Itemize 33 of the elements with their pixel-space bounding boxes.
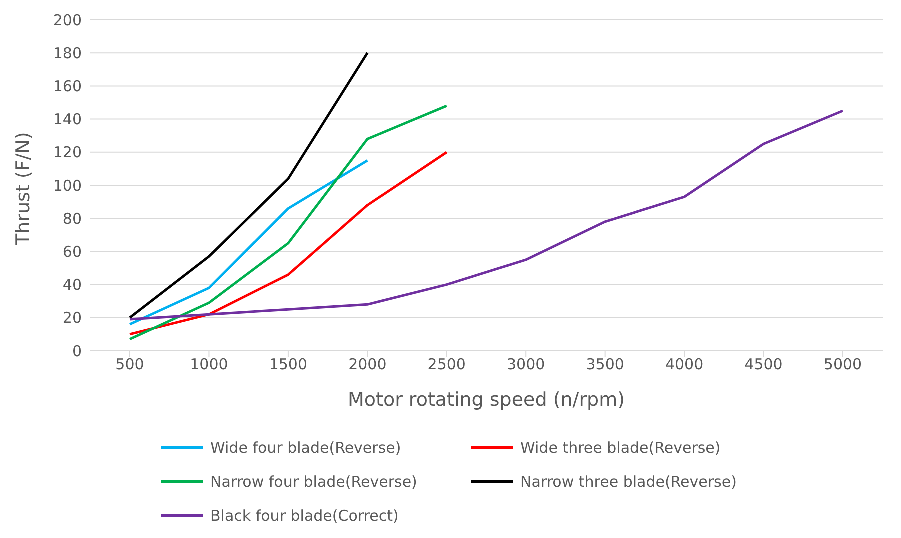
x-tick-label: 3500 [586,356,624,374]
y-tick-label: 60 [62,243,82,262]
line-series [128,151,448,336]
legend-label: Black four blade(Correct) [210,507,399,525]
x-tick-label: 4000 [665,356,704,374]
y-tick-label: 140 [53,110,82,129]
line-series [128,52,369,320]
legend-label: Wide three blade(Reverse) [520,439,721,457]
x-tick-label: 1000 [190,356,228,374]
x-tick-label: 1500 [269,356,308,374]
y-axis-title: Thrust (F/N) [12,132,35,246]
y-tick-label: 80 [62,210,82,228]
line-series [128,159,369,326]
x-tick-label: 2500 [428,356,466,374]
y-tick-label: 160 [53,78,82,96]
x-axis-title: Motor rotating speed (n/rpm) [348,389,626,411]
y-tick-label: 0 [72,342,82,360]
x-tick-label: 4500 [744,356,783,374]
x-tick-label: 5000 [824,356,862,374]
y-tick-label: 20 [62,309,82,328]
y-tick-label: 100 [53,176,82,195]
x-tick-label: 3000 [507,356,546,374]
y-tick-label: 120 [53,144,82,162]
legend-label: Narrow three blade(Reverse) [520,473,737,491]
x-tick-label: 2000 [348,356,387,374]
y-tick-label: 200 [53,11,82,30]
y-tick-label: 40 [62,276,82,294]
y-tick-label: 180 [53,44,82,62]
legend-label: Wide four blade(Reverse) [210,439,402,457]
x-tick-label: 500 [116,356,144,374]
line-series [128,110,844,321]
line-series [128,104,448,341]
legend-label: Narrow four blade(Reverse) [210,473,418,491]
